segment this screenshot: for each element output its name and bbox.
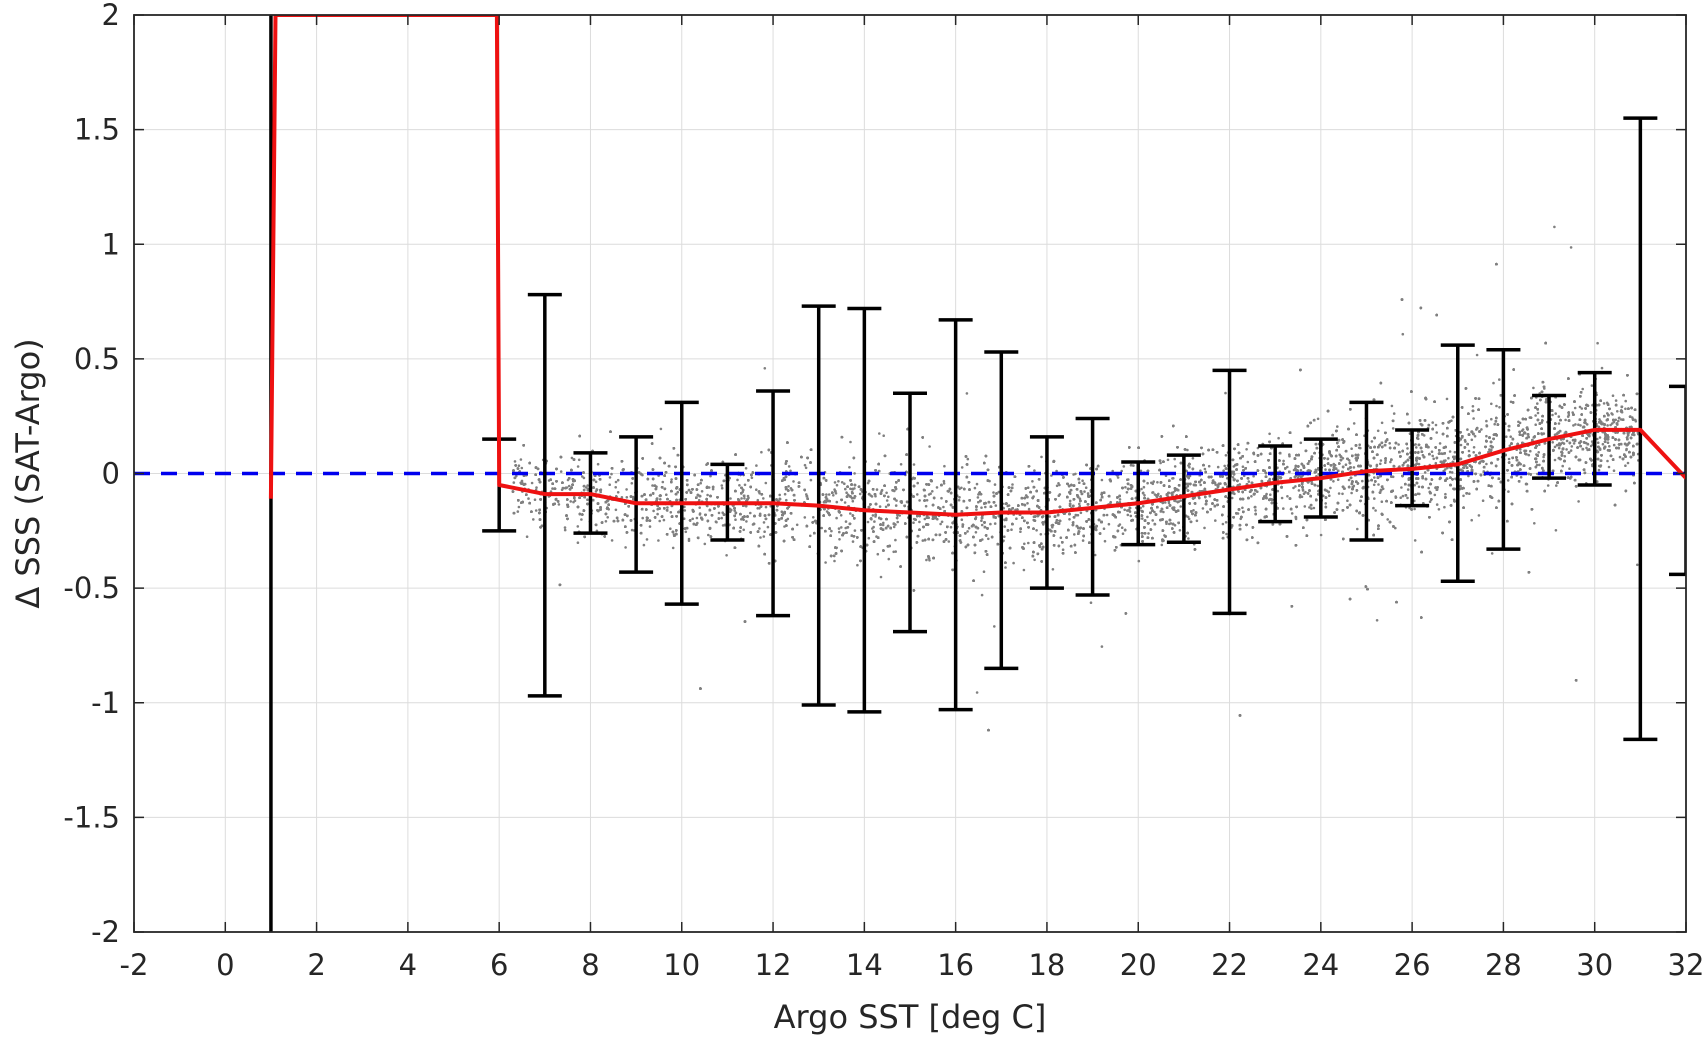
x-tick-label: 6 <box>490 948 508 982</box>
x-tick-label: 28 <box>1485 948 1522 982</box>
y-tick-label: 2 <box>102 0 120 32</box>
x-tick-labels: -2 0 2 4 6 8 10 12 14 16 18 20 22 24 26 28 30 32 <box>120 948 1705 982</box>
x-tick-label: -2 <box>120 948 149 982</box>
error-bar <box>1166 453 1201 545</box>
x-tick-label: 22 <box>1211 948 1248 982</box>
y-tick-label: -1.5 <box>63 800 120 834</box>
x-tick-label: 24 <box>1302 948 1339 982</box>
x-tick-label: 32 <box>1668 948 1705 982</box>
error-bar <box>984 350 1019 671</box>
y-tick-labels: -2 -1.5 -1 -0.5 0 0.5 1 1.5 2 <box>63 0 120 949</box>
x-tick-label: 26 <box>1394 948 1431 982</box>
error-bar <box>1532 393 1567 480</box>
mean-polyline <box>268 15 1686 517</box>
error-bar <box>1212 368 1247 616</box>
y-tick-label: -1 <box>91 686 120 720</box>
x-tick-label: 0 <box>216 948 234 982</box>
x-tick-label: 14 <box>846 948 883 982</box>
x-tick-label: 18 <box>1028 948 1065 982</box>
y-tick-label: -0.5 <box>63 571 120 605</box>
mean-line <box>268 15 1686 517</box>
error-bar <box>1669 384 1686 577</box>
x-axis-label: Argo SST [deg C] <box>774 998 1047 1036</box>
y-tick-label: 1.5 <box>74 113 120 147</box>
y-tick-label: 0 <box>102 457 120 491</box>
y-tick-label: 0.5 <box>74 342 120 376</box>
y-axis-label: Δ SSS (SAT-Argo) <box>9 338 47 608</box>
x-tick-label: 12 <box>755 948 792 982</box>
x-tick-label: 4 <box>399 948 417 982</box>
x-tick-label: 8 <box>581 948 599 982</box>
x-tick-label: 20 <box>1120 948 1157 982</box>
axes-frame <box>133 14 1687 933</box>
x-tick-label: 16 <box>937 948 974 982</box>
x-tick-label: 10 <box>663 948 700 982</box>
y-tick-label: 1 <box>102 227 120 261</box>
x-tick-label: 2 <box>307 948 325 982</box>
y-tick-label: -2 <box>91 915 120 949</box>
x-tick-label: 30 <box>1576 948 1613 982</box>
